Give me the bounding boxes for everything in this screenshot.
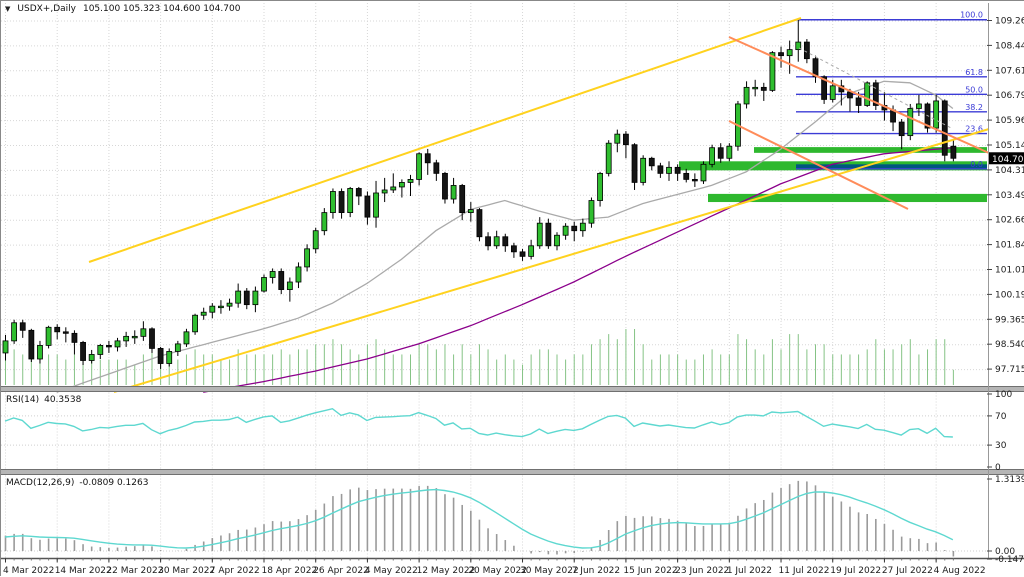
moving-averages [56, 80, 954, 393]
bar-ohlc-values: 105.100 105.323 104.600 104.700 [82, 4, 241, 14]
fib-level-label: 100.0 [960, 11, 983, 20]
symbol-timeframe-label: USDX+,Daily [17, 4, 76, 14]
price-axis-label: 103.490 [995, 191, 1024, 201]
fib-level-label: 61.8 [965, 68, 983, 77]
price-axis-label: 100.190 [995, 290, 1024, 300]
symbol-title-bar: ▼ USDX+,Daily 105.100 105.323 104.600 10… [5, 4, 240, 14]
symbol-dropdown-icon[interactable]: ▼ [5, 5, 11, 13]
supply-demand-zones [679, 147, 987, 203]
price-axis-label: 104.315 [995, 166, 1024, 176]
price-axis-label: 101.015 [995, 265, 1024, 275]
date-axis-label: 15 Jun 2022 [623, 566, 677, 576]
date-axis-label: 4 Mar 2022 [3, 566, 54, 576]
price-axis-label: 99.365 [995, 315, 1024, 325]
price-axis-label: 107.615 [995, 66, 1024, 76]
current-price-tag [989, 152, 1024, 165]
trend-lines [88, 17, 990, 393]
macd-pane: 1.3139 0.00-0.1473 [1, 475, 1024, 565]
date-axis-label: 19 Jul 2022 [830, 566, 881, 576]
current-price-value: 104.700 [992, 155, 1024, 165]
rsi-scale-label: 30 [995, 441, 1007, 451]
rsi-scale-label: 100 [995, 390, 1012, 400]
date-axis-label: 12 May 2022 [417, 566, 476, 576]
date-axis-label: 27 Jul 2022 [882, 566, 933, 576]
date-axis-label: 18 Apr 2022 [262, 566, 318, 576]
macd-indicator-label: MACD(12,26,9) -0.0809 0.1263 [6, 478, 148, 488]
date-axis-label: 30 May 2022 [520, 566, 579, 576]
macd-value: -0.0809 0.1263 [79, 478, 149, 488]
fib-level-label: 23.6 [965, 125, 983, 134]
price-axis-label: 101.840 [995, 241, 1024, 251]
price-axis-label: 105.965 [995, 116, 1024, 126]
date-axis-label: 4 May 2022 [365, 566, 418, 576]
macd-scale-label: -0.1473 [995, 555, 1024, 565]
axes: 109.265 108.440 107.615 106.790 105.965 105.1… [1, 3, 1024, 576]
rsi-pane: 100 70 30 0 [1, 390, 1012, 473]
rsi-scale-label: 0 [995, 463, 1001, 473]
date-axis-label: 14 Mar 2022 [55, 566, 112, 576]
macd-scale-label: 1.3139 [995, 475, 1024, 485]
fib-level-label: 50.0 [965, 85, 983, 94]
macd-scale-label: 0.00 [995, 547, 1015, 557]
price-axis-label: 102.665 [995, 216, 1024, 226]
grid-lines [1, 3, 987, 558]
price-axis-label: 98.540 [995, 340, 1024, 350]
date-axis-label: 7 Jun 2022 [572, 566, 620, 576]
rsi-scale-label: 70 [995, 412, 1007, 422]
price-axis-label: 108.440 [995, 41, 1024, 51]
volume-bars [5, 329, 954, 385]
price-axis-label: 97.715 [995, 365, 1024, 375]
rsi-line [4, 407, 953, 438]
price-axis-label: 105.140 [995, 141, 1024, 151]
macd-signal-line [4, 488, 954, 549]
date-axis-label: 11 Jul 2022 [779, 566, 830, 576]
macd-name: MACD(12,26,9) [6, 478, 75, 488]
date-axis-label: 30 Mar 2022 [158, 566, 215, 576]
date-axis-label: 23 Jun 2022 [675, 566, 729, 576]
fib-level-label: 38.2 [965, 103, 983, 112]
date-axis-label: 1 Jul 2022 [727, 566, 772, 576]
date-axis-label: 20 May 2022 [468, 566, 527, 576]
rsi-indicator-label: RSI(14) 40.3538 [6, 395, 81, 405]
price-axis-label: 106.790 [995, 91, 1024, 101]
fib-level-label: 0.0 [970, 160, 983, 169]
date-axis-label: 7 Apr 2022 [210, 566, 260, 576]
price-axis-label: 109.265 [995, 17, 1024, 27]
rsi-value: 40.3538 [44, 395, 82, 405]
rsi-name: RSI(14) [6, 395, 40, 405]
date-axis-label: 4 Aug 2022 [934, 566, 986, 576]
date-axis-label: 22 Mar 2022 [106, 566, 163, 576]
date-axis-label: 26 Apr 2022 [313, 566, 369, 576]
